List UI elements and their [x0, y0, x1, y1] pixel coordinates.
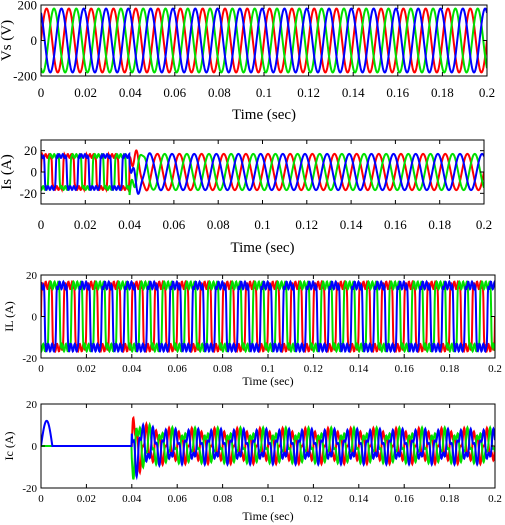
x-tick-label: 0.2 — [476, 217, 492, 232]
x-axis-label: Time (sec) — [230, 240, 294, 256]
y-tick-label: 0 — [32, 311, 38, 323]
x-tick-label: 0.1 — [256, 85, 272, 100]
x-tick-label: 0.2 — [488, 363, 502, 375]
x-tick-label: 0.02 — [77, 363, 96, 375]
x-tick-label: 0.02 — [74, 217, 97, 232]
x-axis-label: Time (sec) — [242, 374, 293, 388]
x-tick-label: 0.12 — [297, 85, 320, 100]
series-blue-line — [41, 7, 487, 74]
y-axis-label: Ic (A) — [2, 432, 16, 461]
chart-panel-2: 0 0.02 0.04 0.06 0.08 0.1 0.12 0.14 0.16 0.18 0.2 2… — [0, 139, 492, 256]
x-tick-label: 0.18 — [440, 363, 460, 375]
x-axis-label: Time (sec) — [232, 107, 296, 123]
x-tick-label: 0.08 — [208, 85, 231, 100]
x-tick-label: 0.02 — [74, 85, 97, 100]
x-tick-label: 0.04 — [122, 493, 142, 505]
x-tick-label: 0.1 — [261, 493, 275, 505]
y-axis-label: Is (A) — [0, 154, 15, 189]
y-tick-label: 0 — [32, 441, 38, 453]
series-blue-line — [41, 151, 484, 195]
series-green-line — [41, 7, 487, 74]
y-axis-label: Vs (V) — [0, 20, 15, 61]
x-tick-label: 0.12 — [304, 363, 323, 375]
x-tick-label: 0.06 — [168, 363, 188, 375]
chart-panel-3: 0 0.02 0.04 0.06 0.08 0.1 0.12 0.14 0.16 0.18 0.2 2… — [2, 270, 502, 388]
y-tick-label: -20 — [20, 186, 37, 201]
x-tick-label: 0.18 — [440, 493, 460, 505]
y-tick-label: -20 — [22, 483, 37, 495]
x-tick-label: 0.12 — [304, 493, 323, 505]
y-tick-label: -20 — [22, 353, 37, 365]
x-tick-label: 0.08 — [207, 217, 230, 232]
x-tick-label: 0.2 — [479, 85, 495, 100]
series-blue-line — [41, 419, 495, 481]
series-green-line — [41, 152, 484, 196]
x-tick-label: 0.16 — [386, 85, 409, 100]
x-tick-label: 0 — [38, 85, 45, 100]
y-tick-label: 20 — [26, 270, 38, 282]
x-tick-label: 0.18 — [431, 85, 454, 100]
x-tick-label: 0.04 — [119, 85, 142, 100]
x-tick-label: 0.16 — [395, 363, 415, 375]
y-axis-label: IL (A) — [2, 301, 16, 332]
x-tick-label: 0.2 — [488, 493, 502, 505]
x-tick-label: 0.02 — [77, 493, 96, 505]
x-tick-label: 0.04 — [118, 217, 141, 232]
x-tick-label: 0.14 — [349, 493, 369, 505]
x-tick-label: 0.18 — [428, 217, 451, 232]
x-tick-label: 0.1 — [254, 217, 270, 232]
x-axis-label: Time (sec) — [242, 509, 293, 523]
x-tick-label: 0.16 — [395, 493, 415, 505]
x-tick-label: 0 — [38, 363, 44, 375]
series-red-line — [41, 149, 484, 193]
x-tick-label: 0.08 — [213, 493, 233, 505]
x-tick-label: 0.14 — [342, 85, 365, 100]
series-red-line — [41, 7, 487, 74]
series-blue-line — [41, 279, 495, 354]
x-tick-label: 0.14 — [340, 217, 363, 232]
x-tick-label: 0.06 — [163, 217, 186, 232]
x-tick-label: 0.1 — [261, 363, 275, 375]
x-tick-label: 0.12 — [295, 217, 318, 232]
series-red-line — [41, 280, 495, 353]
x-tick-label: 0 — [38, 493, 44, 505]
x-tick-label: 0.04 — [122, 363, 142, 375]
y-tick-label: 0 — [31, 165, 38, 180]
x-tick-label: 0.06 — [163, 85, 186, 100]
x-tick-label: 0.16 — [384, 217, 407, 232]
y-tick-label: 20 — [24, 143, 37, 158]
x-tick-label: 0.06 — [168, 493, 188, 505]
y-tick-label: 0 — [31, 33, 38, 48]
y-tick-label: -200 — [13, 69, 37, 84]
x-tick-label: 0.14 — [349, 363, 369, 375]
y-tick-label: 200 — [18, 0, 38, 13]
x-tick-label: 0.08 — [213, 363, 233, 375]
y-tick-label: 20 — [26, 399, 38, 411]
x-tick-label: 0 — [38, 217, 45, 232]
chart-panel-4: 0 0.02 0.04 0.06 0.08 0.1 0.12 0.14 0.16 0.18 0.2 2… — [2, 399, 502, 523]
chart-panel-1: 0 0.02 0.04 0.06 0.08 0.1 0.12 0.14 0.16 0.18 0.2 2… — [0, 0, 495, 123]
